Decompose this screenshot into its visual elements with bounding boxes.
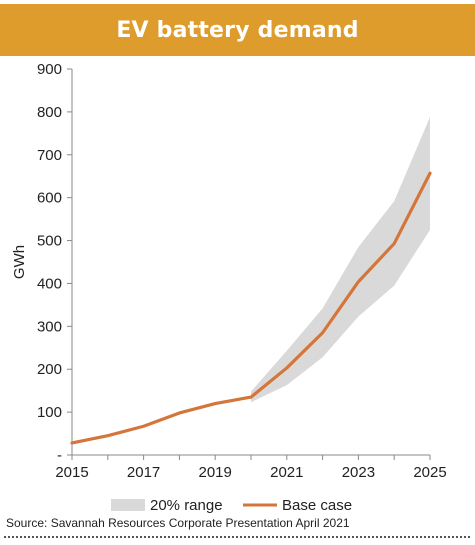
x-tick-label: 2017 xyxy=(127,464,160,481)
legend-range-swatch xyxy=(111,499,145,511)
base-case-point xyxy=(357,280,360,283)
base-case-point xyxy=(249,395,253,399)
x-tick-label: 2021 xyxy=(270,464,303,481)
y-tick-label: 500 xyxy=(37,233,62,250)
footer-divider xyxy=(4,536,470,538)
y-tick-label: 900 xyxy=(37,61,62,78)
base-case-point xyxy=(106,434,110,437)
base-case-point xyxy=(142,425,145,428)
x-tick-label: 2015 xyxy=(55,464,88,481)
base-case-point xyxy=(285,366,288,370)
base-case-point xyxy=(70,441,74,445)
legend-range-label: 20% range xyxy=(150,497,223,514)
y-axis-label: GWh xyxy=(11,245,28,279)
source-note: Source: Savannah Resources Corporate Pre… xyxy=(6,516,350,530)
x-tick-label: 2025 xyxy=(413,464,446,481)
y-tick-label: 400 xyxy=(37,275,62,292)
y-tick-label: 300 xyxy=(37,318,62,335)
base-case-line xyxy=(70,171,432,445)
chart-title: EV battery demand xyxy=(116,17,359,43)
base-case-point xyxy=(321,331,324,334)
y-tick-label: 600 xyxy=(37,190,62,207)
title-banner: EV battery demand xyxy=(0,4,475,56)
y-tick-label: 800 xyxy=(37,104,62,121)
y-tick-label: 100 xyxy=(37,404,62,421)
base-case-point xyxy=(214,402,217,405)
y-tick-label: - xyxy=(57,447,62,464)
x-tick-label: 2019 xyxy=(199,464,232,481)
base-case-point xyxy=(393,242,396,245)
x-tick-label: 2023 xyxy=(342,464,375,481)
base-case-point xyxy=(428,172,432,175)
legend-base-label: Base case xyxy=(282,497,352,514)
base-case-point xyxy=(178,411,181,415)
y-tick-label: 700 xyxy=(37,147,62,164)
range-band xyxy=(251,117,430,403)
y-tick-label: 200 xyxy=(37,361,62,378)
